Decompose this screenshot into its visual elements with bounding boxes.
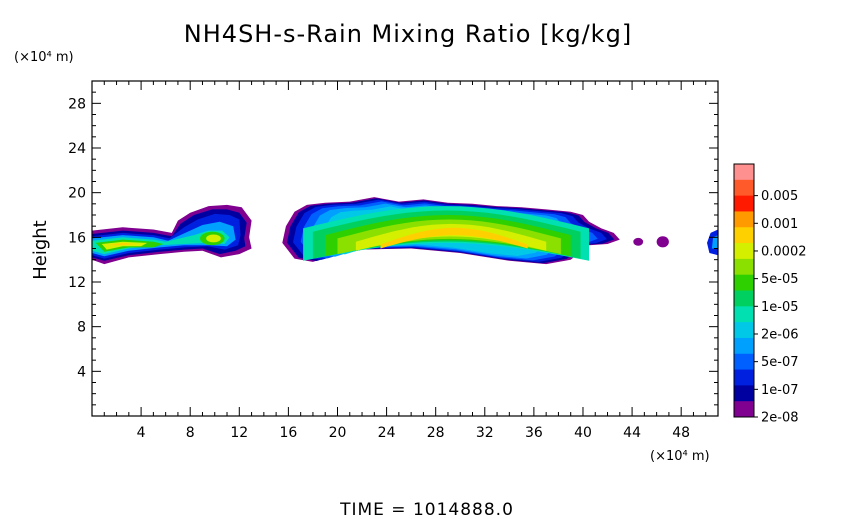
y-tick-label: 24 [68, 141, 86, 157]
y-tick-label: 20 [68, 186, 86, 202]
colorbar-label: 0.005 [761, 189, 798, 204]
field-contour [108, 242, 139, 246]
colorbar: 0.005 0.001 0.0002 5e-05 1e-05 2e-06 5e-07 1e-0… [733, 163, 807, 426]
colorbar-label: 5e-07 [761, 355, 799, 370]
colorbar-swatch [734, 353, 754, 371]
x-tick-label: 12 [230, 425, 248, 441]
x-tick-label: 4 [137, 425, 146, 441]
colorbar-label: 2e-08 [761, 411, 799, 426]
plot-fields [92, 197, 718, 265]
colorbar-swatch [734, 385, 754, 402]
field-contour [656, 236, 669, 248]
y-unit-label: (×10⁴ m) [14, 50, 74, 65]
chart-title: NH4SH-s-Rain Mixing Ratio [kg/kg] [184, 20, 632, 48]
colorbar-label: 1e-07 [761, 383, 799, 398]
colorbar-swatch [734, 306, 754, 323]
field-contour [633, 237, 644, 246]
y-tick-label: 16 [68, 230, 86, 246]
colorbar-swatch [734, 401, 754, 418]
colorbar-label: 5e-05 [761, 272, 799, 287]
colorbar-swatch [734, 258, 754, 276]
field-contour [711, 235, 718, 249]
colorbar-swatch [734, 369, 754, 386]
x-tick-label: 16 [279, 425, 297, 441]
field-contour [355, 223, 547, 251]
time-label: TIME = 1014888.0 [339, 500, 514, 519]
field-contour [337, 219, 561, 255]
x-tick-label: 48 [672, 425, 690, 441]
colorbar-label: 1e-05 [761, 300, 799, 315]
colorbar-swatch [734, 322, 754, 339]
colorbar-swatch [734, 337, 754, 355]
colorbar-swatch [734, 179, 754, 197]
x-unit-label: (×10⁴ m) [650, 449, 710, 464]
y-tick-label: 12 [68, 275, 86, 291]
colorbar-label: 0.001 [761, 217, 798, 232]
field-contour [92, 230, 230, 255]
x-tick-label: 32 [476, 425, 494, 441]
field-contour [101, 241, 148, 250]
colorbar-swatch [734, 274, 754, 291]
colorbar-swatch [734, 195, 754, 212]
x-tick-label: 8 [186, 425, 195, 441]
field-contour [380, 227, 528, 249]
colorbar-swatch [734, 211, 754, 228]
y-tick-label: 28 [68, 96, 86, 112]
x-tick-label: 28 [427, 425, 445, 441]
colorbar-label: 2e-06 [761, 327, 799, 342]
x-tick-label: 40 [574, 425, 592, 441]
colorbar-label: 0.0002 [761, 244, 807, 259]
x-tick-label: 36 [525, 425, 543, 441]
x-tick-label: 20 [329, 425, 347, 441]
y-axis-label: Height [30, 220, 51, 280]
colorbar-swatch [734, 290, 754, 307]
colorbar-swatch [734, 227, 754, 244]
y-tick-label: 8 [77, 320, 86, 336]
field-contour [206, 234, 221, 243]
colorbar-frame [733, 163, 755, 418]
colorbar-swatch [734, 243, 754, 260]
colorbar-swatch [734, 164, 754, 181]
x-tick-label: 24 [378, 425, 396, 441]
x-tick-label: 44 [623, 425, 641, 441]
y-tick-label: 4 [77, 364, 86, 380]
